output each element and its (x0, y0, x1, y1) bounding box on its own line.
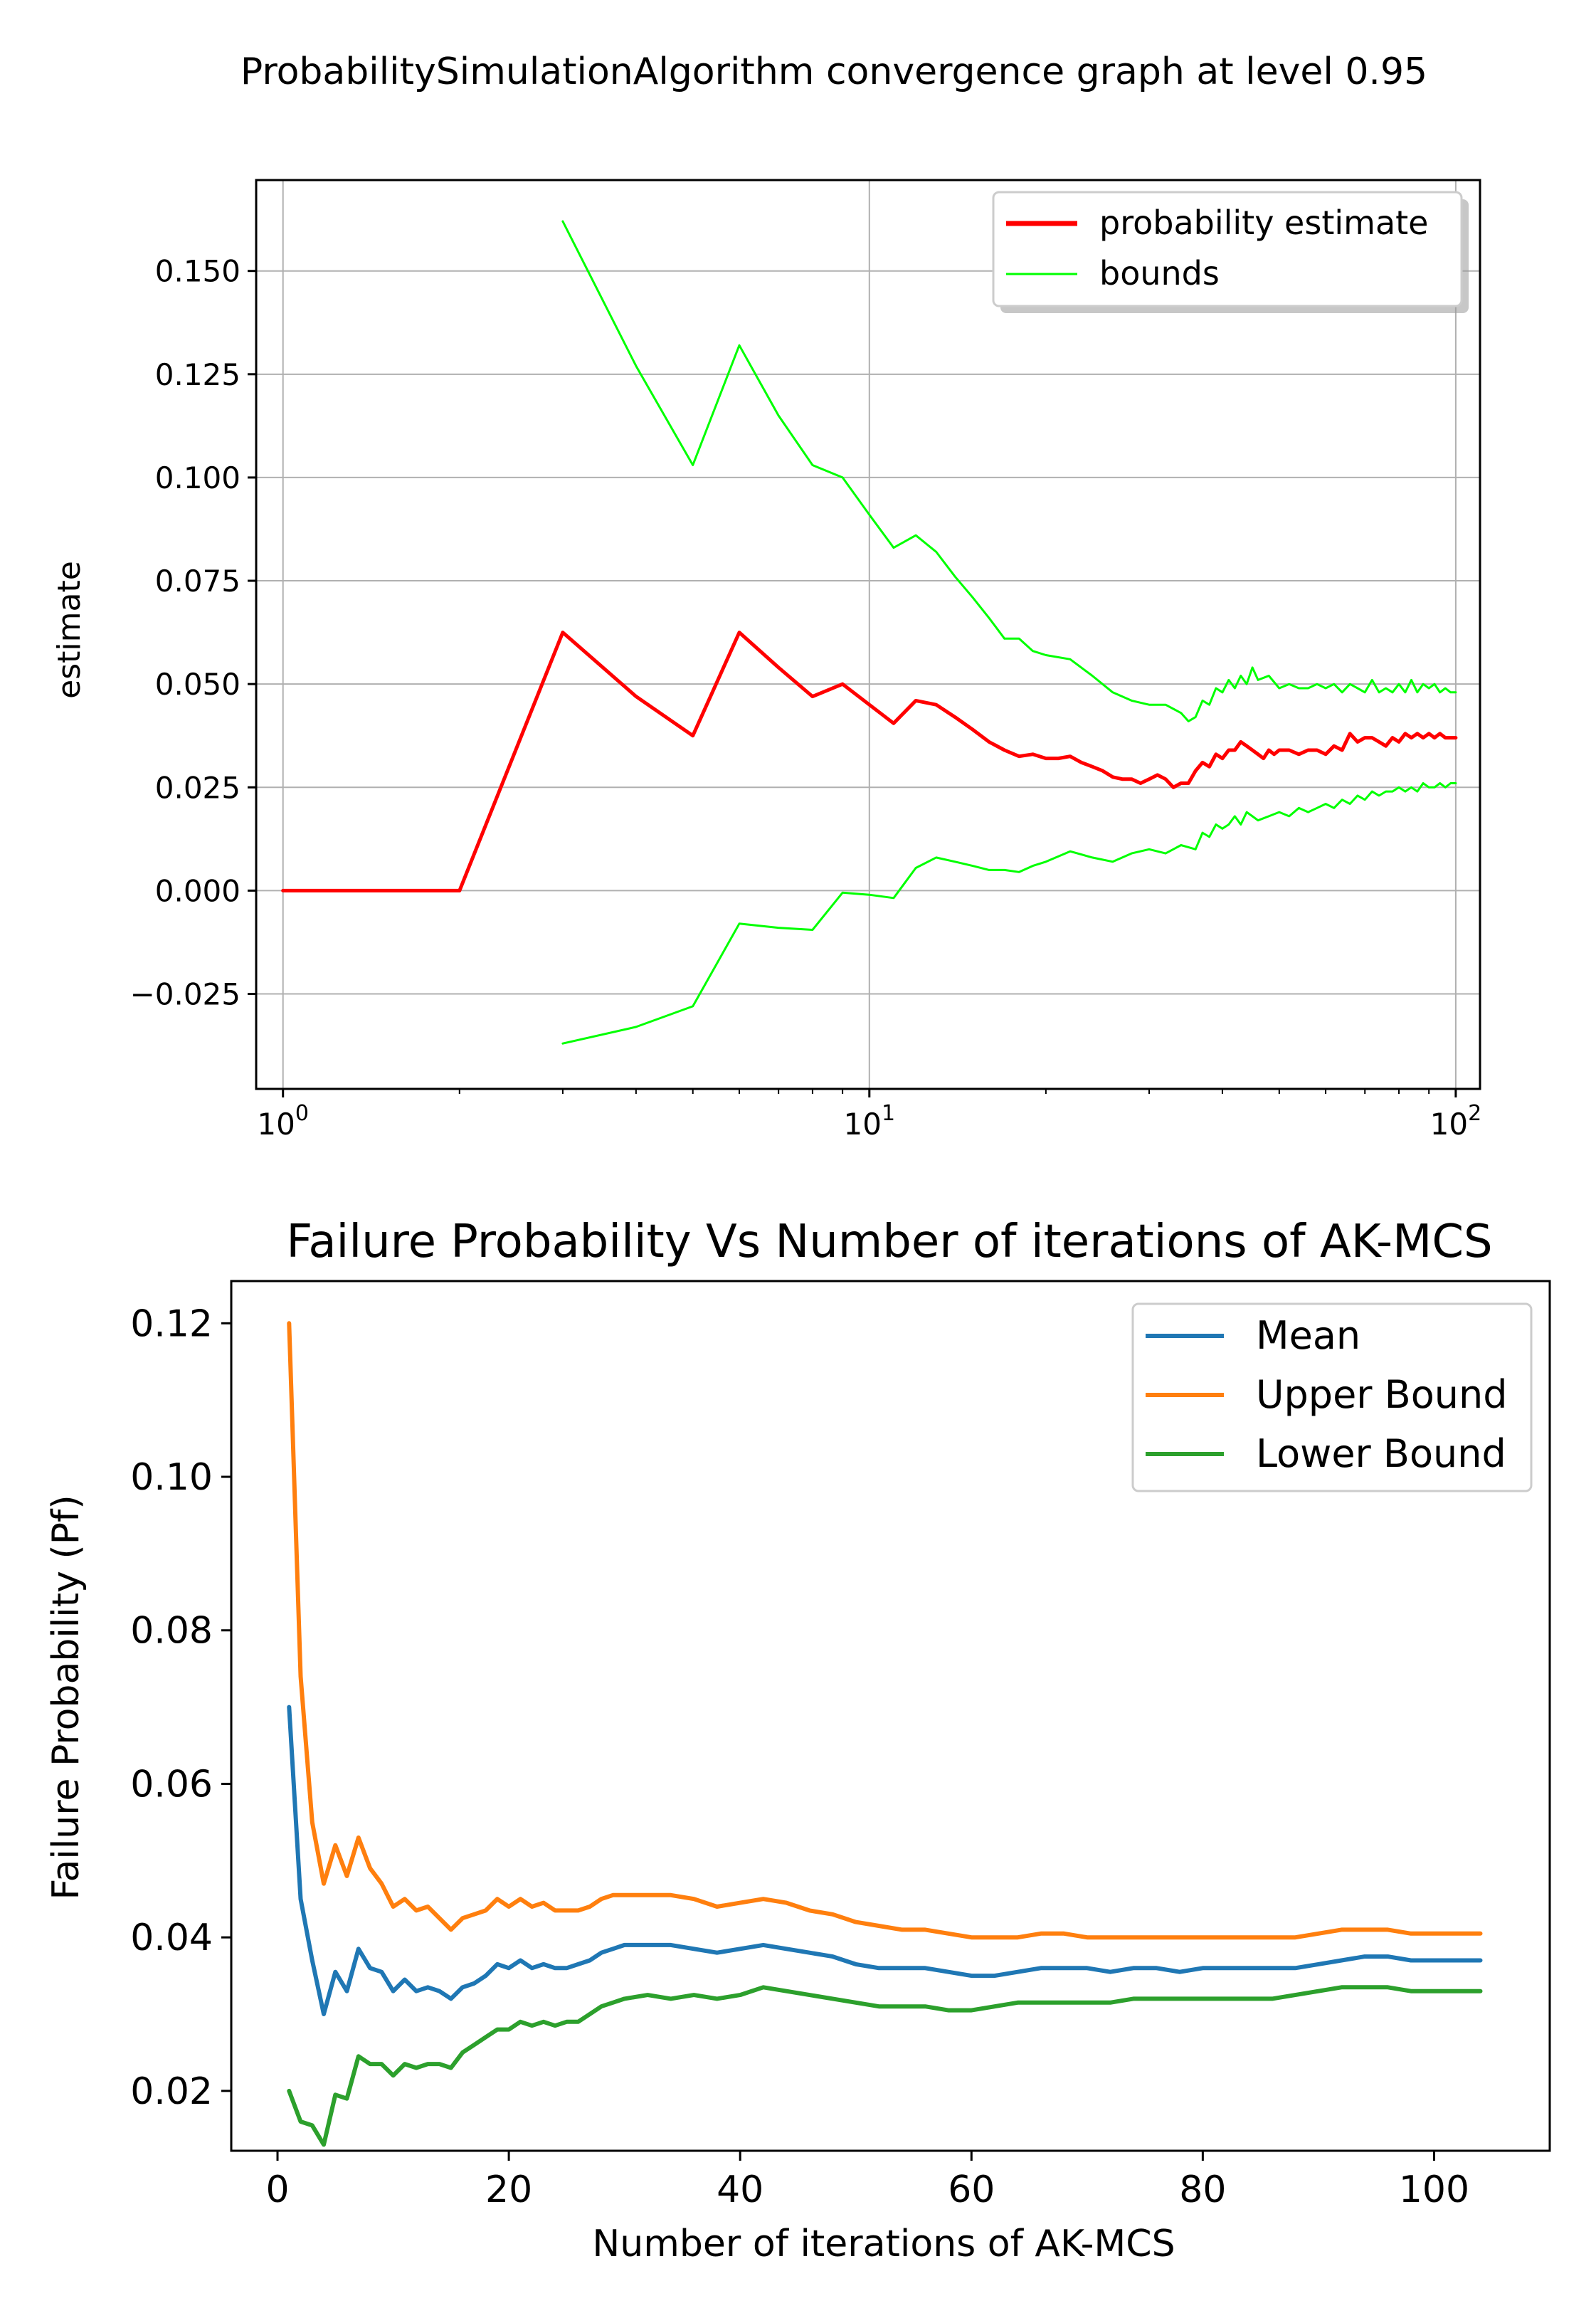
chart2-x-tick-label: 100 (1399, 2169, 1469, 2211)
legend-label-mean: Mean (1256, 1313, 1360, 1358)
chart2-y-tick-label: 0.08 (130, 1610, 213, 1653)
chart2-x-ticks: 0 20 40 60 80 100 (265, 2151, 1469, 2211)
legend-label-bounds: bounds (1099, 254, 1220, 293)
chart1-y-tick-label: 0.000 (155, 873, 241, 908)
chart1-series-line-probability-estimate (281, 631, 1458, 892)
chart1-title: ProbabilitySimulationAlgorithm convergen… (241, 51, 1427, 93)
chart1-y-tick-label: 0.150 (155, 254, 241, 289)
chart1-y-tick-label: −0.025 (130, 976, 241, 1011)
chart1-y-tick-label: 0.075 (155, 564, 241, 599)
chart2-y-tick-label: 0.04 (130, 1917, 213, 1959)
legend-label-probability-estimate: probability estimate (1099, 204, 1428, 242)
chart2-y-tick-label: 0.12 (130, 1302, 213, 1345)
chart1-series-line-bounds (561, 220, 1457, 722)
chart2-series (287, 1321, 1483, 2147)
legend-label-lower-bound: Lower Bound (1256, 1431, 1506, 1476)
chart1-plot-frame (255, 179, 1481, 1090)
chart2-series-line-lower-bound (287, 1985, 1483, 2147)
chart2-series-line-mean (287, 1705, 1483, 2016)
chart1-x-tick-label: 102 (1430, 1101, 1482, 1142)
chart2-x-tick-label: 0 (265, 2169, 289, 2211)
legend-label-upper-bound: Upper Bound (1256, 1372, 1507, 1417)
chart1-x-tick-label: 101 (844, 1101, 896, 1142)
chart2-plot-frame (230, 1280, 1551, 2152)
chart2-y-axis-label: Failure Probability (Pf) (45, 1495, 88, 1900)
chart2-y-ticks: 0.02 0.04 0.06 0.08 0.10 0.12 (130, 1302, 231, 2113)
chart2-x-tick-label: 40 (717, 2169, 763, 2211)
chart2-y-tick-label: 0.02 (130, 2070, 213, 2113)
convergence-chart: ProbabilitySimulationAlgorithm convergen… (51, 51, 1481, 1142)
chart2-y-tick-label: 0.06 (130, 1763, 213, 1806)
chart1-x-tick-label: 100 (257, 1101, 309, 1142)
chart1-y-axis-label: estimate (51, 561, 88, 699)
chart1-y-tick-label: 0.125 (155, 357, 241, 392)
chart1-y-tick-label: 0.100 (155, 460, 241, 495)
chart1-series-line-lower-bound (561, 782, 1457, 1045)
chart1-x-ticks: 100 101 102 (257, 1089, 1481, 1142)
chart1-series (281, 220, 1458, 1045)
chart2-y-tick-label: 0.10 (130, 1456, 213, 1499)
chart2-x-tick-label: 60 (948, 2169, 995, 2211)
chart2-x-axis-label: Number of iterations of AK-MCS (592, 2223, 1175, 2265)
chart2-series-line-upper-bound (287, 1321, 1483, 1940)
chart2-x-tick-label: 20 (485, 2169, 532, 2211)
chart2-legend: Mean Upper Bound Lower Bound (1131, 1302, 1533, 1492)
chart1-y-tick-label: 0.050 (155, 667, 241, 702)
chart2-title: Failure Probability Vs Number of iterati… (286, 1216, 1492, 1268)
failure-probability-chart: Failure Probability Vs Number of iterati… (45, 1216, 1551, 2265)
chart1-y-tick-label: 0.025 (155, 770, 241, 805)
chart2-x-tick-label: 80 (1179, 2169, 1226, 2211)
chart1-legend: probability estimate bounds (992, 191, 1469, 313)
chart1-y-ticks: −0.025 0.000 0.025 0.050 0.075 0.100 0.125 0.15… (130, 254, 256, 1011)
